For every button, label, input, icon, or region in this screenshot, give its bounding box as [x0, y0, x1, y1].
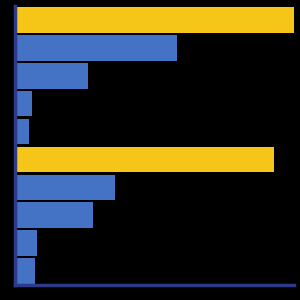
Bar — [15, 119, 29, 144]
Bar — [15, 230, 37, 256]
Bar — [15, 91, 32, 116]
Bar — [15, 175, 116, 200]
Bar — [15, 7, 294, 33]
Bar — [15, 63, 88, 88]
Bar — [15, 202, 93, 228]
Bar — [15, 258, 34, 284]
Bar — [15, 35, 177, 61]
Bar — [15, 147, 274, 172]
